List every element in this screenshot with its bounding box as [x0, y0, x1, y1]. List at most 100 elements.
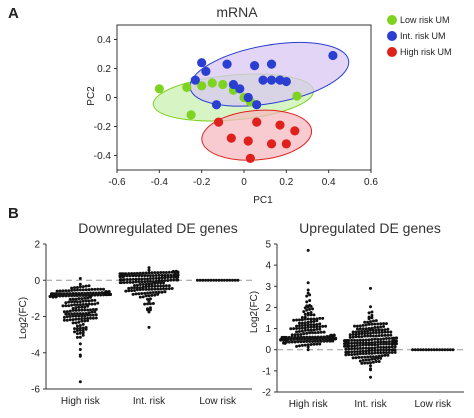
- up-point: [308, 340, 312, 344]
- up-point: [311, 331, 315, 335]
- pca-point-int: [211, 100, 222, 110]
- up-point: [284, 335, 288, 339]
- up-point: [382, 324, 386, 328]
- up-point: [361, 352, 365, 356]
- down-point: [81, 312, 85, 316]
- down-point: [73, 286, 77, 290]
- up-point: [303, 312, 307, 316]
- up-point: [300, 321, 304, 325]
- up-point: [347, 353, 351, 357]
- down-x-tick-label: Int. risk: [133, 396, 166, 407]
- up-point: [379, 337, 383, 341]
- down-point: [88, 295, 92, 299]
- down-point: [157, 279, 161, 283]
- down-point: [133, 271, 136, 275]
- up-point: [392, 339, 396, 343]
- up-point: [386, 333, 390, 337]
- up-point: [293, 333, 297, 337]
- down-point: [67, 312, 71, 316]
- pca-point-low: [182, 82, 192, 92]
- down-point: [222, 278, 226, 282]
- up-point: [370, 337, 374, 341]
- up-point: [302, 340, 306, 344]
- down-point: [91, 308, 95, 312]
- up-point: [440, 348, 444, 352]
- up-point: [347, 341, 351, 345]
- pca-point-int: [243, 92, 253, 103]
- down-point: [144, 282, 148, 286]
- down-point: [166, 275, 170, 279]
- up-point: [382, 345, 386, 349]
- up-point: [374, 328, 378, 332]
- down-point: [167, 284, 171, 288]
- up-point: [309, 304, 313, 308]
- down-point: [71, 297, 75, 301]
- down-point: [147, 299, 151, 303]
- up-y-tick-label: 2: [265, 303, 271, 314]
- up-point: [306, 343, 310, 347]
- up-point: [363, 332, 367, 336]
- up-point: [316, 339, 320, 343]
- down-point: [73, 327, 77, 331]
- down-point: [138, 295, 142, 299]
- up-point: [373, 322, 377, 326]
- down-point: [166, 279, 170, 283]
- down-point: [71, 314, 75, 318]
- down-point: [77, 305, 81, 309]
- down-point: [133, 284, 136, 288]
- down-point: [75, 329, 79, 333]
- down-point: [81, 299, 85, 303]
- up-point: [370, 349, 374, 353]
- down-point: [119, 274, 123, 278]
- down-point: [133, 286, 136, 290]
- pca-point-int: [201, 66, 211, 76]
- legend-marker-high: [387, 47, 397, 57]
- down-point: [146, 274, 150, 278]
- up-point: [321, 324, 325, 328]
- up-point: [374, 319, 378, 323]
- down-point: [67, 289, 71, 293]
- down-point: [90, 293, 94, 297]
- up-point: [297, 324, 301, 328]
- up-point: [311, 339, 315, 343]
- up-point: [354, 335, 358, 339]
- down-point: [73, 294, 77, 298]
- up-point: [383, 330, 387, 334]
- up-point: [290, 335, 294, 339]
- up-point: [292, 337, 296, 341]
- up-point: [303, 323, 307, 327]
- down-point: [137, 277, 141, 281]
- down-point: [147, 268, 151, 272]
- down-point: [68, 297, 72, 301]
- up-point: [367, 311, 371, 315]
- up-point: [303, 328, 307, 332]
- down-point: [144, 285, 148, 289]
- up-point: [361, 346, 365, 350]
- up-point: [364, 358, 368, 362]
- down-point: [78, 300, 82, 304]
- down-point: [121, 272, 125, 276]
- down-point: [74, 308, 78, 312]
- up-point: [302, 310, 306, 314]
- down-point: [128, 277, 132, 281]
- down-point: [162, 284, 165, 288]
- down-point: [150, 287, 154, 291]
- up-point: [315, 327, 319, 331]
- down-point: [144, 271, 148, 275]
- down-point: [83, 305, 87, 309]
- down-point: [91, 316, 95, 320]
- up-point: [377, 331, 381, 335]
- down-point: [78, 380, 82, 384]
- down-point: [88, 313, 92, 317]
- up-point: [364, 352, 368, 356]
- up-point: [350, 350, 354, 354]
- up-point: [357, 335, 361, 339]
- up-point: [376, 337, 380, 341]
- up-point: [350, 347, 354, 351]
- down-point: [75, 332, 79, 336]
- pca-point-high: [243, 136, 253, 146]
- up-point: [306, 313, 310, 317]
- up-point: [299, 340, 303, 344]
- down-point: [62, 310, 66, 314]
- up-point: [322, 339, 326, 343]
